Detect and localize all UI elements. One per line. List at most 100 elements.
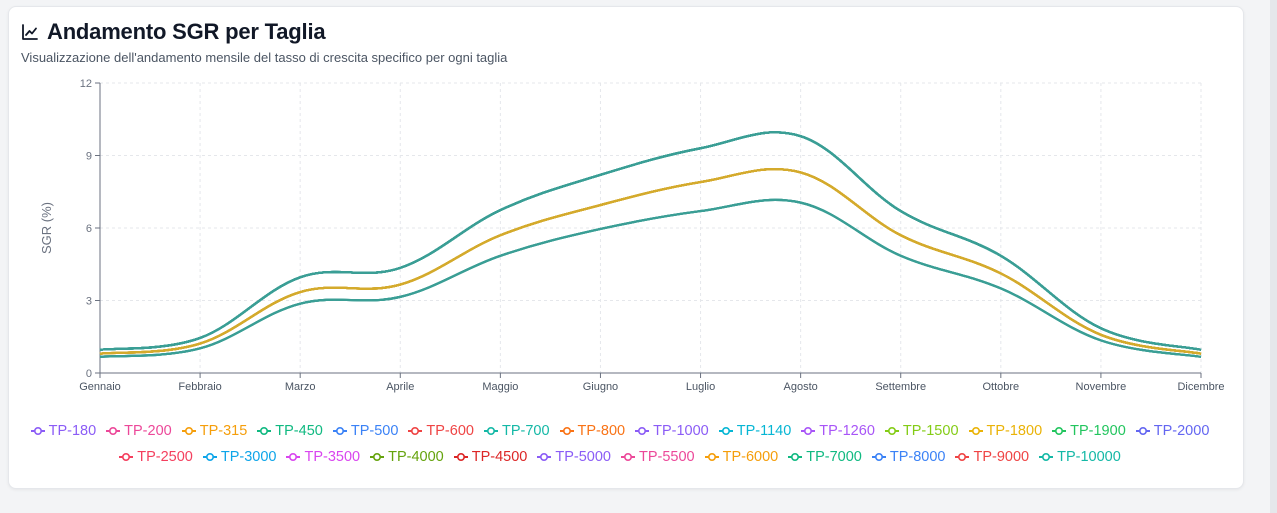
x-tick-label: Luglio	[686, 381, 715, 393]
legend-item-tp-315[interactable]: TP-315	[181, 421, 247, 441]
legend-label: TP-2000	[1153, 423, 1210, 439]
legend-item-tp-500[interactable]: TP-500	[332, 421, 398, 441]
legend-swatch-icon	[181, 426, 196, 436]
card-title: Andamento SGR per Taglia	[47, 19, 326, 44]
legend-swatch-icon	[620, 452, 635, 462]
legend-label: TP-5000	[555, 449, 611, 465]
series-line-tp-7000	[99, 198, 1202, 358]
page-scrollbar[interactable]	[1270, 0, 1277, 513]
legend-label: TP-7000	[806, 449, 862, 465]
series-line-tp-3500	[99, 167, 1202, 355]
legend-item-tp-450[interactable]: TP-450	[257, 421, 323, 441]
card-header: Andamento SGR per Taglia Visualizzazione…	[21, 19, 507, 65]
card-subtitle: Visualizzazione dell'andamento mensile d…	[21, 50, 508, 65]
line-chart-icon	[22, 24, 38, 40]
series-line-tp-5000	[99, 167, 1202, 355]
legend-item-tp-700[interactable]: TP-700	[483, 421, 550, 441]
legend-item-tp-6000[interactable]: TP-6000	[704, 447, 778, 467]
series-lines	[99, 131, 1202, 358]
series-line-tp-6000	[99, 167, 1202, 355]
y-tick-label: 6	[86, 223, 92, 235]
legend-item-tp-1500[interactable]: TP-1500	[884, 421, 959, 441]
legend-label: TP-1500	[902, 423, 959, 439]
legend-label: TP-1000	[653, 423, 709, 439]
legend-swatch-icon	[968, 426, 983, 436]
legend-swatch-icon	[704, 452, 719, 462]
legend-item-tp-9000[interactable]: TP-9000	[955, 447, 1029, 467]
legend-label: TP-1140	[736, 423, 792, 439]
y-tick-label: 12	[80, 78, 92, 90]
legend-item-tp-4500[interactable]: TP-4500	[453, 447, 528, 467]
legend-swatch-icon	[30, 426, 45, 436]
x-tick-label: Settembre	[875, 381, 926, 393]
series-line-tp-9000	[99, 198, 1202, 358]
legend-swatch-icon	[483, 426, 498, 436]
sgr-chart-card: Andamento SGR per Taglia Visualizzazione…	[8, 6, 1244, 489]
y-axis-label: SGR (%)	[39, 202, 54, 254]
series-line-tp-5500	[99, 167, 1202, 355]
y-tick-label: 3	[86, 296, 92, 308]
x-tick-label: Novembre	[1076, 381, 1127, 393]
legend-swatch-icon	[801, 426, 816, 436]
legend-label: TP-5500	[638, 449, 695, 465]
legend-swatch-icon	[1039, 452, 1054, 462]
legend-item-tp-2000[interactable]: TP-2000	[1135, 421, 1210, 441]
legend-label: TP-1260	[819, 423, 875, 439]
legend-item-tp-200[interactable]: TP-200	[106, 421, 172, 441]
x-tick-label: Giugno	[583, 381, 618, 393]
legend-label: TP-200	[124, 423, 172, 439]
chart-grid	[99, 82, 1202, 373]
legend-item-tp-7000[interactable]: TP-7000	[788, 447, 862, 467]
x-tick-label: Aprile	[386, 381, 414, 393]
legend-item-tp-8000[interactable]: TP-8000	[871, 447, 945, 467]
legend-swatch-icon	[332, 426, 347, 436]
legend-item-tp-180[interactable]: TP-180	[30, 421, 96, 441]
legend-label: TP-2500	[137, 449, 193, 465]
legend-item-tp-3500[interactable]: TP-3500	[286, 447, 360, 467]
series-line-tp-2000	[99, 167, 1202, 355]
legend-item-tp-3000[interactable]: TP-3000	[202, 447, 276, 467]
legend-swatch-icon	[884, 426, 899, 436]
legend-item-tp-5000[interactable]: TP-5000	[537, 447, 611, 467]
legend-item-tp-800[interactable]: TP-800	[559, 421, 625, 441]
legend-item-tp-1000[interactable]: TP-1000	[635, 421, 709, 441]
x-tick-label: Ottobre	[982, 381, 1019, 393]
legend-item-tp-2500[interactable]: TP-2500	[119, 447, 193, 467]
legend-item-tp-1140[interactable]: TP-1140	[718, 421, 792, 441]
title-row: Andamento SGR per Taglia	[21, 19, 507, 45]
legend-label: TP-700	[501, 423, 550, 439]
y-tick-label: 0	[86, 368, 92, 380]
series-line-tp-1800	[99, 167, 1202, 355]
series-line-tp-8000	[99, 198, 1202, 358]
legend-swatch-icon	[537, 452, 552, 462]
legend-label: TP-4000	[388, 449, 444, 465]
legend-swatch-icon	[1052, 426, 1067, 436]
legend-item-tp-1900[interactable]: TP-1900	[1052, 421, 1126, 441]
legend-swatch-icon	[635, 426, 650, 436]
series-line-tp-4000	[99, 167, 1202, 355]
legend-label: TP-1800	[986, 423, 1043, 439]
series-line-tp-4500	[99, 167, 1202, 355]
legend-item-tp-1800[interactable]: TP-1800	[968, 421, 1043, 441]
legend-swatch-icon	[871, 452, 886, 462]
legend-item-tp-600[interactable]: TP-600	[408, 421, 474, 441]
x-tick-label: Dicembre	[1177, 381, 1224, 393]
legend-item-tp-5500[interactable]: TP-5500	[620, 447, 695, 467]
x-tick-label: Marzo	[285, 381, 316, 393]
legend-label: TP-4500	[471, 449, 528, 465]
legend-swatch-icon	[408, 426, 423, 436]
legend-swatch-icon	[788, 452, 803, 462]
legend-item-tp-4000[interactable]: TP-4000	[370, 447, 444, 467]
sgr-line-chart: 0 3 6 9 12 Gennaio Febbraio Marzo Aprile Maggio Gi…	[39, 78, 1225, 393]
legend-item-tp-1260[interactable]: TP-1260	[801, 421, 875, 441]
x-tick-label: Maggio	[482, 381, 518, 393]
legend-label: TP-450	[275, 423, 323, 439]
legend-item-tp-10000[interactable]: TP-10000	[1039, 447, 1121, 467]
legend-swatch-icon	[106, 426, 121, 436]
legend-swatch-icon	[559, 426, 574, 436]
legend-label: TP-9000	[973, 449, 1030, 465]
legend-label: TP-600	[426, 423, 474, 439]
series-line-tp-2500	[99, 167, 1202, 355]
legend-label: TP-1900	[1070, 423, 1126, 439]
legend-swatch-icon	[718, 426, 733, 436]
